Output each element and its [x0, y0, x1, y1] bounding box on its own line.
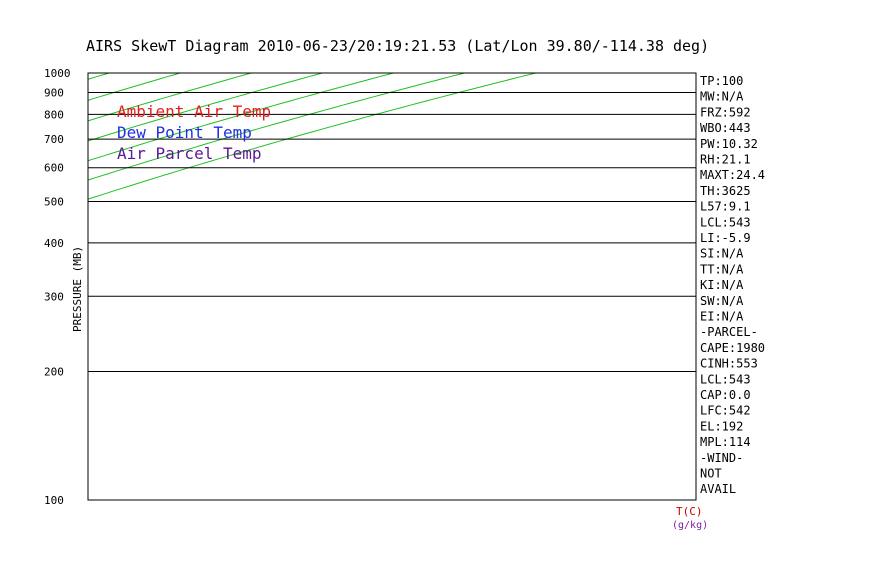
- x-axis-label: T(C): [676, 505, 703, 518]
- dry-adiabat-line: [88, 73, 396, 162]
- y-axis-label: PRESSURE (MB): [71, 246, 84, 332]
- legend-entry: Air Parcel Temp: [117, 144, 262, 163]
- index-item: PW:10.32: [700, 137, 758, 151]
- pressure-tick-label: 800: [44, 108, 64, 121]
- dry-adiabat-line: [88, 73, 467, 181]
- pressure-tick-label: 100: [44, 494, 64, 507]
- index-item: WBO:443: [700, 121, 751, 135]
- pressure-tick-label: 500: [44, 196, 64, 209]
- index-item: MPL:114: [700, 435, 751, 449]
- plot-frame: [87, 72, 697, 501]
- dry-adiabat-line: [88, 73, 254, 122]
- legend-entry: Ambient Air Temp: [117, 102, 271, 121]
- index-item: NOT: [700, 467, 722, 481]
- pressure-tick-label: 200: [44, 365, 64, 378]
- index-item: AVAIL: [700, 482, 736, 496]
- pressure-tick-label: 1000: [44, 67, 71, 80]
- index-item: LI:-5.9: [700, 231, 751, 245]
- plot-area: [88, 73, 696, 500]
- legend: Ambient Air Temp Dew Point Temp Air Parcel…: [117, 102, 271, 163]
- index-item: LFC:542: [700, 404, 751, 418]
- index-item: CAP:0.0: [700, 388, 751, 402]
- dry-adiabat-line: [88, 73, 538, 200]
- index-item: CAPE:1980: [700, 341, 765, 355]
- index-item: EL:192: [700, 419, 743, 433]
- index-item: TT:N/A: [700, 262, 744, 276]
- mixing-ratio-unit-label: (g/kg): [672, 520, 708, 531]
- index-item: KI:N/A: [700, 278, 744, 292]
- dry-adiabat-lines: [88, 73, 538, 200]
- dry-adiabat-line: [88, 73, 183, 101]
- index-item: MW:N/A: [700, 90, 744, 104]
- index-item: L57:9.1: [700, 200, 751, 214]
- index-item: EI:N/A: [700, 310, 744, 324]
- axes: 100 200 300 400 500 600 700 800 900 1000 PRESSURE …: [44, 67, 708, 531]
- pressure-tick-label: 600: [44, 162, 64, 175]
- isobar-lines: [88, 72, 696, 501]
- index-item: TP:100: [700, 74, 743, 88]
- index-item: TH:3625: [700, 184, 751, 198]
- pressure-tick-label: 400: [44, 237, 64, 250]
- chart-title: AIRS SkewT Diagram 2010-06-23/20:19:21.5…: [86, 37, 709, 55]
- pressure-tick-label: 300: [44, 290, 64, 303]
- pressure-tick-label: 700: [44, 133, 64, 146]
- index-item: SI:N/A: [700, 247, 744, 261]
- index-item: FRZ:592: [700, 105, 751, 119]
- index-item: LCL:543: [700, 215, 751, 229]
- legend-entry: Dew Point Temp: [117, 123, 252, 142]
- index-item: LCL:543: [700, 372, 751, 386]
- dry-adiabat-line: [88, 73, 325, 142]
- index-item: SW:N/A: [700, 294, 744, 308]
- index-item: MAXT:24.4: [700, 168, 765, 182]
- pressure-tick-label: 900: [44, 87, 64, 100]
- index-item: CINH:553: [700, 357, 758, 371]
- plot-background: [88, 73, 696, 500]
- index-item: -WIND-: [700, 451, 743, 465]
- index-item: -PARCEL-: [700, 325, 758, 339]
- index-item: RH:21.1: [700, 153, 751, 167]
